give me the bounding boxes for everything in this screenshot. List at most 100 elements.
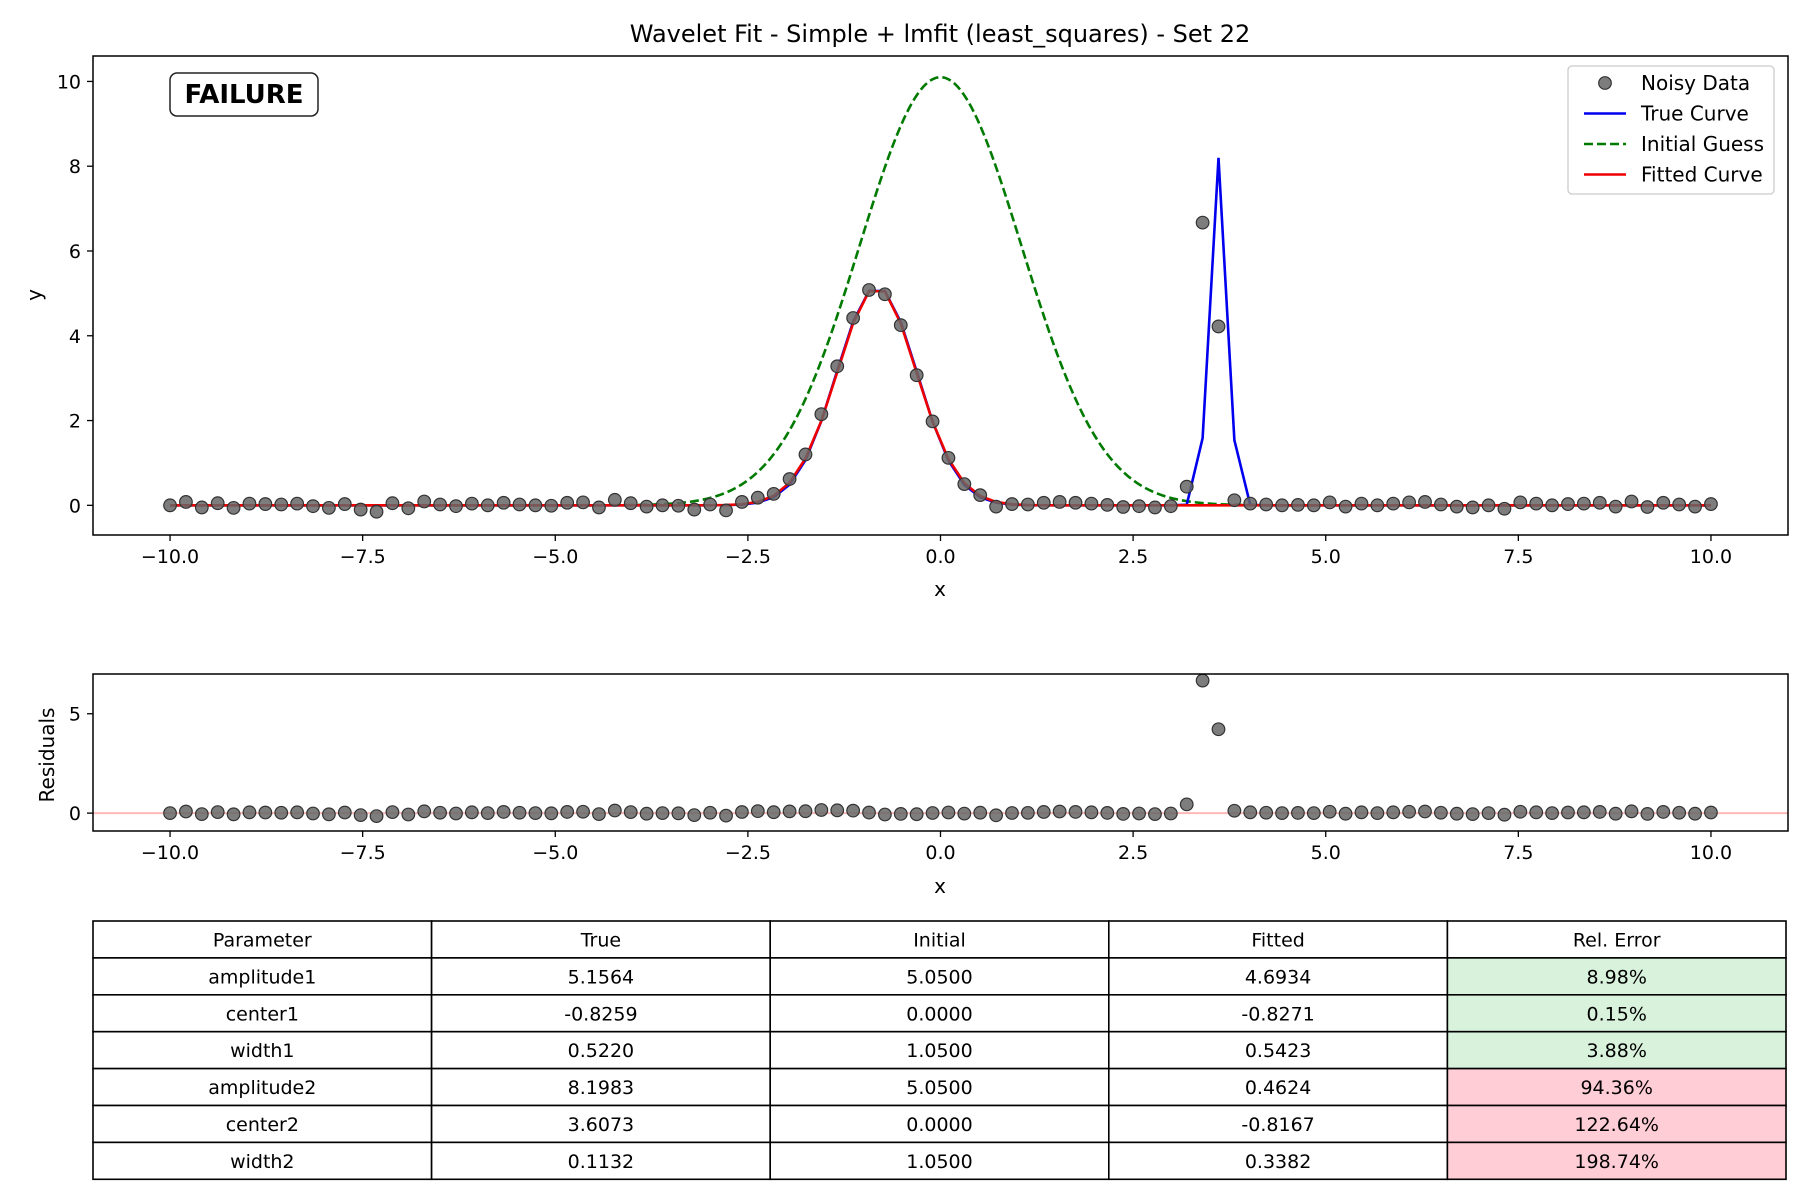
data-point (576, 495, 590, 510)
residual-point (909, 807, 924, 822)
residual-point (893, 807, 908, 821)
table-header-label: Parameter (213, 929, 312, 951)
residual-point (1656, 805, 1671, 819)
data-point (735, 495, 749, 509)
data-point (1354, 496, 1369, 511)
x-tick-label: −2.5 (725, 842, 771, 864)
residual-point (989, 808, 1003, 823)
table-cell-value: 8.1983 (568, 1077, 634, 1099)
residuals-plot: −10.0 −7.5 −5.0 −2.5 0.0 2.5 5.0 7.5 10.0 0 5 x R… (35, 673, 1789, 898)
data-point (846, 311, 861, 325)
x-tick-label: 5.0 (1311, 546, 1341, 568)
data-point (1084, 496, 1099, 511)
table-cell (769, 1067, 1110, 1107)
data-point (1195, 215, 1210, 230)
table-cell (1446, 957, 1787, 996)
residual-point (163, 806, 177, 821)
x-tick-label: −7.5 (340, 546, 386, 568)
data-point (1529, 496, 1544, 511)
y-tick-label: 2 (69, 411, 81, 433)
residual-point (798, 804, 813, 819)
residual-point (242, 805, 257, 820)
table-cell-value: 0.0000 (906, 1003, 972, 1025)
fitted-curve-line (170, 289, 1711, 507)
residual-point (766, 805, 781, 820)
residual-point (1005, 806, 1019, 820)
table-cell-value: 0.15% (1587, 1003, 1647, 1025)
main-x-axis-label: x (934, 577, 946, 601)
data-point (1338, 499, 1353, 514)
data-point (1100, 498, 1115, 512)
data-point (1704, 497, 1718, 511)
residual-point (878, 807, 892, 822)
data-point (1148, 500, 1162, 515)
residual-point (480, 806, 495, 821)
table-cell-value: 198.74% (1574, 1151, 1659, 1173)
data-point (258, 497, 273, 511)
table-cell-value: center1 (226, 1003, 299, 1025)
residual-point (337, 805, 352, 820)
residual-point (179, 804, 193, 819)
table-cell-value: 4.6934 (1245, 966, 1311, 988)
table-cell-value: -0.8271 (1241, 1003, 1314, 1025)
residual-point (1624, 804, 1639, 819)
data-point (750, 490, 765, 505)
table-cell (92, 957, 433, 996)
parameter-table: Parameter True Initial Fitted Rel. Error ampl… (92, 920, 1787, 1181)
legend: Noisy Data True Curve Initial Guess Fitted … (1567, 65, 1775, 195)
x-tick-label: −10.0 (141, 842, 199, 864)
y-tick-label: 4 (69, 326, 81, 348)
residual-point (1227, 803, 1242, 818)
failure-badge: FAILURE (169, 72, 319, 117)
data-point (1211, 319, 1226, 334)
data-point (1561, 497, 1575, 511)
table-cell (430, 993, 772, 1033)
x-tick-label: 5.0 (1311, 842, 1341, 864)
data-point (1402, 495, 1417, 510)
data-point (766, 486, 781, 501)
data-point (607, 492, 622, 507)
residual-point (544, 806, 559, 821)
data-point (369, 504, 384, 519)
data-point (163, 498, 177, 513)
table-cell (1108, 993, 1449, 1033)
residual-point (607, 803, 622, 818)
main-axes-frame (92, 55, 1789, 536)
residual-point (290, 805, 305, 820)
residual-point (1179, 797, 1194, 812)
residual-point (306, 806, 320, 821)
data-point (449, 499, 463, 514)
data-point (1052, 495, 1067, 509)
data-point (830, 359, 845, 374)
table-header-label: True (580, 929, 621, 951)
residual-point (1545, 806, 1559, 821)
data-point (1418, 495, 1432, 509)
x-tick-label: 0.0 (925, 546, 955, 568)
residual-point (1291, 806, 1305, 820)
table-cell-value: amplitude2 (208, 1077, 316, 1099)
residual-point (1148, 807, 1162, 822)
data-point (798, 447, 813, 462)
legend-marker (1598, 76, 1612, 90)
residual-point (1068, 805, 1083, 819)
data-point (1608, 499, 1623, 514)
table-cell-value: width1 (230, 1040, 294, 1062)
legend-label: Fitted Curve (1641, 163, 1763, 187)
table-header-label: Fitted (1251, 929, 1304, 951)
data-point (1672, 497, 1687, 512)
table-cell-value: 0.0000 (906, 1114, 972, 1136)
residual-point (353, 808, 368, 822)
table-cell (1446, 1104, 1787, 1144)
residual-point (1259, 805, 1274, 820)
table-cell (92, 1030, 433, 1070)
residual-point (576, 804, 590, 819)
residual-point (623, 805, 638, 820)
data-point (179, 495, 193, 509)
data-point (274, 497, 289, 512)
residual-point (1243, 805, 1258, 820)
table-cell (1446, 1067, 1787, 1107)
data-point (512, 497, 527, 512)
data-point (592, 500, 606, 515)
residual-point (210, 805, 225, 820)
data-point (528, 498, 543, 513)
